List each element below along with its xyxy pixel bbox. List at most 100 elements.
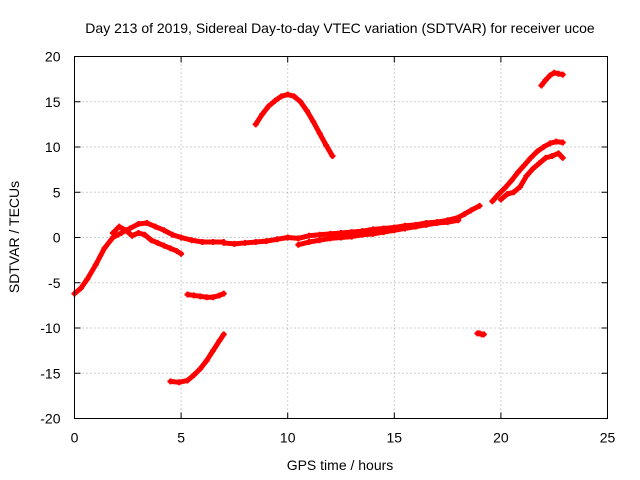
data-point bbox=[529, 165, 536, 172]
data-point bbox=[310, 118, 317, 125]
data-point bbox=[77, 285, 84, 292]
data-point bbox=[210, 239, 217, 246]
data-point bbox=[297, 98, 304, 105]
data-point bbox=[523, 172, 530, 179]
y-tick-label: 5 bbox=[53, 184, 61, 200]
data-point bbox=[468, 207, 475, 214]
y-tick-label: -20 bbox=[40, 411, 60, 427]
data-point bbox=[559, 154, 566, 161]
series-line bbox=[167, 331, 227, 385]
data-point bbox=[167, 245, 174, 252]
series-arc-upper bbox=[252, 91, 336, 160]
data-point bbox=[161, 242, 168, 249]
series-line bbox=[295, 217, 461, 248]
y-tick-label: -15 bbox=[40, 365, 60, 381]
x-tick-label: 10 bbox=[280, 430, 296, 446]
data-point bbox=[143, 220, 150, 227]
data-point bbox=[259, 111, 266, 118]
data-point bbox=[126, 225, 133, 232]
x-tick-label: 5 bbox=[177, 430, 185, 446]
series-arc-lower bbox=[167, 331, 227, 386]
data-point bbox=[306, 239, 313, 246]
y-tick-label: -5 bbox=[48, 275, 61, 291]
data-point bbox=[480, 331, 487, 338]
x-tick-labels: 0 5 10 15 20 25 bbox=[71, 430, 616, 446]
data-point bbox=[141, 231, 148, 238]
x-tick-label: 25 bbox=[600, 430, 616, 446]
data-point bbox=[504, 191, 511, 198]
data-point bbox=[271, 97, 278, 104]
y-tick-label: -10 bbox=[40, 320, 60, 336]
data-point bbox=[216, 337, 223, 344]
x-tick-label: 0 bbox=[71, 430, 79, 446]
data-point bbox=[433, 220, 440, 227]
data-point bbox=[152, 223, 159, 230]
data-point bbox=[148, 237, 155, 244]
data-point bbox=[252, 121, 259, 128]
data-point bbox=[199, 239, 206, 246]
data-point bbox=[538, 82, 545, 89]
data-point bbox=[348, 233, 355, 240]
data-point bbox=[401, 225, 408, 232]
data-point bbox=[316, 130, 323, 137]
data-point bbox=[220, 239, 227, 246]
data-point bbox=[542, 154, 549, 161]
data-point bbox=[118, 229, 125, 236]
data-point bbox=[536, 160, 543, 167]
data-point bbox=[495, 191, 502, 198]
data-point bbox=[197, 293, 204, 300]
data-point bbox=[412, 223, 419, 230]
data-point bbox=[338, 234, 344, 241]
data-point bbox=[502, 184, 509, 191]
y-tick-label: 15 bbox=[45, 94, 61, 110]
data-point bbox=[514, 169, 521, 176]
series-short-segment-1 bbox=[184, 290, 227, 301]
y-axis-label: SDTVAR / TECUs bbox=[6, 181, 22, 293]
data-point bbox=[455, 217, 462, 224]
data-point bbox=[517, 183, 524, 190]
data-point bbox=[154, 239, 161, 246]
data-point bbox=[527, 154, 534, 161]
data-point bbox=[546, 140, 553, 147]
x-axis-label: GPS time / hours bbox=[287, 457, 394, 473]
data-point bbox=[175, 379, 182, 386]
series-main-trace-a bbox=[71, 220, 227, 297]
data-point bbox=[129, 232, 136, 239]
data-point bbox=[329, 153, 336, 160]
data-point bbox=[190, 292, 197, 299]
data-point bbox=[220, 290, 227, 297]
data-point bbox=[284, 91, 291, 98]
data-point bbox=[461, 210, 468, 217]
series-line bbox=[72, 220, 227, 297]
data-point bbox=[540, 144, 547, 150]
data-point bbox=[306, 232, 313, 239]
data-point bbox=[122, 227, 129, 234]
chart-title: Day 213 of 2019, Sidereal Day-to-day VTE… bbox=[85, 20, 595, 36]
data-point bbox=[327, 235, 334, 242]
data-point bbox=[521, 162, 528, 169]
data-point bbox=[323, 142, 330, 149]
data-point bbox=[92, 261, 99, 268]
series-lower-branch bbox=[497, 150, 566, 203]
data-point bbox=[316, 231, 323, 238]
data-point bbox=[423, 221, 430, 228]
data-point bbox=[116, 223, 123, 230]
data-point bbox=[190, 372, 197, 379]
data-point bbox=[489, 198, 496, 205]
data-point bbox=[303, 107, 310, 114]
data-point bbox=[184, 377, 191, 384]
series-upper-branch bbox=[489, 138, 566, 205]
data-point bbox=[278, 93, 285, 100]
data-point bbox=[203, 294, 210, 301]
data-point bbox=[291, 93, 298, 100]
data-point bbox=[549, 153, 556, 160]
data-point bbox=[295, 241, 302, 248]
data-point bbox=[542, 77, 549, 84]
data-point bbox=[184, 291, 191, 298]
data-point bbox=[231, 240, 238, 247]
data-point bbox=[161, 227, 168, 234]
data-point bbox=[167, 378, 174, 385]
data-point bbox=[178, 234, 185, 241]
data-point bbox=[508, 177, 515, 184]
